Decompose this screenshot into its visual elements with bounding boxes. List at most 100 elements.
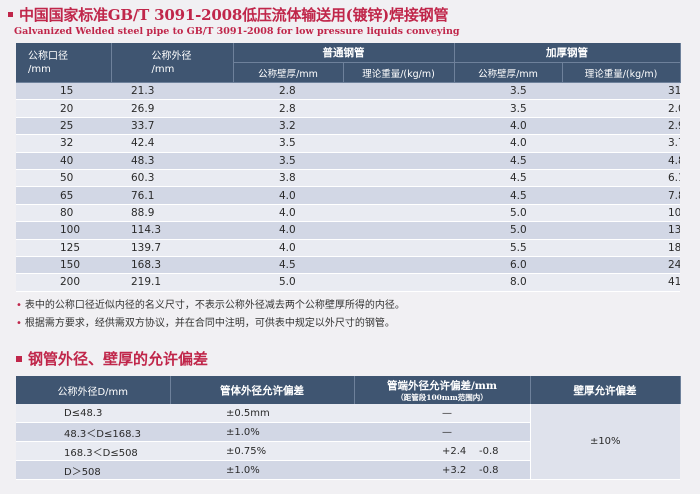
header-group-thick: 加厚钢管 [454,43,681,63]
cell-body-tol: ±0.75% [170,441,354,461]
header-thick-wall: 公称壁厚/mm [454,62,563,83]
cell-od-range: D≤48.3 [16,404,170,423]
cell-normal-wall: 3.2 [233,117,343,136]
cell-thick-weight: 4.85 [562,152,680,170]
cell-thick-weight: 3.79 [562,134,680,153]
cell-od-range: 48.3＜D≤168.3 [16,422,170,442]
cell-normal-weight: 7.11 [343,186,454,205]
cell-normal-wall: 4.5 [233,256,343,275]
bullet-square-icon [8,12,13,17]
cell-thick-wall: 8.0 [454,273,562,292]
page-subtitle: Galvanized Welded steel pipe to GB/T 309… [14,26,460,37]
cell-body-tol: ±1.0% [170,460,354,480]
cell-normal-wall: 2.8 [233,99,343,118]
table-row: 48.3＜D≤168.3 ±1.0% — [16,422,680,442]
cell-outer-diameter: 219.1 [111,273,233,292]
cell-thick-wall: 4.0 [454,117,562,136]
header-od: 公称外径D/mm [16,376,171,404]
cell-end-tol: +2.4 -0.8 [354,441,530,461]
header-end-tol: 管端外径允许偏差/mm （距管段100mm范围内） [354,376,531,404]
header-outer-diameter: 公称外径 /mm [111,43,234,83]
cell-thick-wall: 5.0 [454,221,562,240]
header-outer-diameter-label: 公称外径 [151,50,192,62]
bullet-icon: • [16,318,22,329]
cell-normal-wall: 3.5 [233,134,343,153]
cell-normal-wall: 2.8 [233,82,343,101]
cell-outer-diameter: 48.3 [111,152,233,170]
header-nominal-size-unit: /mm [28,63,51,75]
cell-normal-weight: 3.36 [343,134,454,153]
cell-outer-diameter: 60.3 [111,169,233,188]
cell-normal-weight: 5.29 [343,169,454,188]
cell-wall-tol: ±10% [529,404,680,480]
cell-normal-wall: 4.0 [233,186,343,205]
cell-thick-weight: 24.02 [562,256,680,275]
table-row: D＞508 ±1.0% +3.2 -0.8 [16,460,680,480]
cell-thick-wall: 4.5 [454,152,562,170]
header-outer-diameter-unit: /mm [151,63,175,75]
cell-nominal-size: 25 [16,117,111,136]
header-normal-weight: 理论重量/(kg/m) [343,62,455,83]
header-end-tol-note: （距管段100mm范围内） [396,393,488,402]
cell-outer-diameter: 26.9 [111,99,233,118]
header-end-tol-label: 管端外径允许偏差/mm [386,380,498,392]
cell-thick-weight: 6.19 [562,169,680,188]
bullet-square-icon [16,355,22,362]
cell-thick-weight: 2.93 [562,117,680,136]
cell-thick-weight: 41.65 [562,273,680,292]
cell-nominal-size: 200 [16,273,111,292]
cell-normal-weight: 1.66 [343,99,454,118]
title-row: 中国国家标准GB/T 3091-2008低压流体输送用(镀锌)焊接钢管 [8,4,448,25]
page-title: 中国国家标准GB/T 3091-2008低压流体输送用(镀锌)焊接钢管 [19,6,449,24]
cell-outer-diameter: 168.3 [111,256,233,275]
header-body-tol: 管体外径允许偏差 [170,376,355,404]
cell-nominal-size: 40 [16,152,111,170]
note-1-text: 表中的公称口径近似内径的名义尺寸，不表示公称外径减去两个公称壁厚所得的内径。 [24,300,405,311]
cell-normal-wall: 4.0 [233,239,343,257]
cell-thick-weight: 2.02 [562,99,680,118]
cell-outer-diameter: 76.1 [111,186,233,205]
cell-normal-wall: 3.5 [233,152,343,170]
cell-normal-weight: 2.41 [343,117,454,136]
cell-thick-wall: 5.0 [454,204,562,223]
cell-thick-wall: 5.5 [454,239,562,257]
cell-nominal-size: 15 [16,82,111,101]
cell-body-tol: ±1.0% [170,422,354,442]
bullet-icon: • [16,300,22,311]
cell-thick-weight: 7.85 [562,186,680,205]
section2-title: 钢管外径、壁厚的允许偏差 [28,350,209,368]
cell-normal-wall: 5.0 [233,273,343,292]
cell-nominal-size: 50 [16,169,111,188]
tolerance-table: 公称外径D/mm 管体外径允许偏差 管端外径允许偏差/mm （距管段100mm范… [16,376,681,480]
cell-nominal-size: 32 [16,134,111,153]
cell-nominal-size: 125 [16,239,111,257]
header-nominal-size-label: 公称口径 [28,50,68,62]
cell-nominal-size: 100 [16,221,111,240]
header-wall-tol: 壁厚允许偏差 [530,376,681,404]
cell-normal-weight: 3.87 [343,152,454,170]
cell-thick-weight: 10.35 [562,204,680,223]
cell-thick-wall: 4.0 [454,134,562,153]
note-2-text: 根据需方要求，经供需双方协议，并在合同中注明，可供表中规定以外尺寸的钢管。 [24,318,395,329]
cell-thick-weight: 13.48 [562,221,680,240]
cell-od-range: 168.3＜D≤508 [16,441,170,461]
section2-header: 钢管外径、壁厚的允许偏差 [16,348,208,369]
cell-thick-weight: 31.54 [562,82,680,101]
cell-outer-diameter: 88.9 [111,204,233,223]
cell-normal-weight: 8.38 [343,204,454,223]
cell-nominal-size: 65 [16,186,111,205]
cell-outer-diameter: 21.3 [111,82,233,101]
note-1: • 表中的公称口径近似内径的名义尺寸，不表示公称外径减去两个公称壁厚所得的内径。 [16,296,405,311]
cell-body-tol: ±0.5mm [170,404,354,423]
cell-normal-weight: 13.39 [343,239,454,257]
